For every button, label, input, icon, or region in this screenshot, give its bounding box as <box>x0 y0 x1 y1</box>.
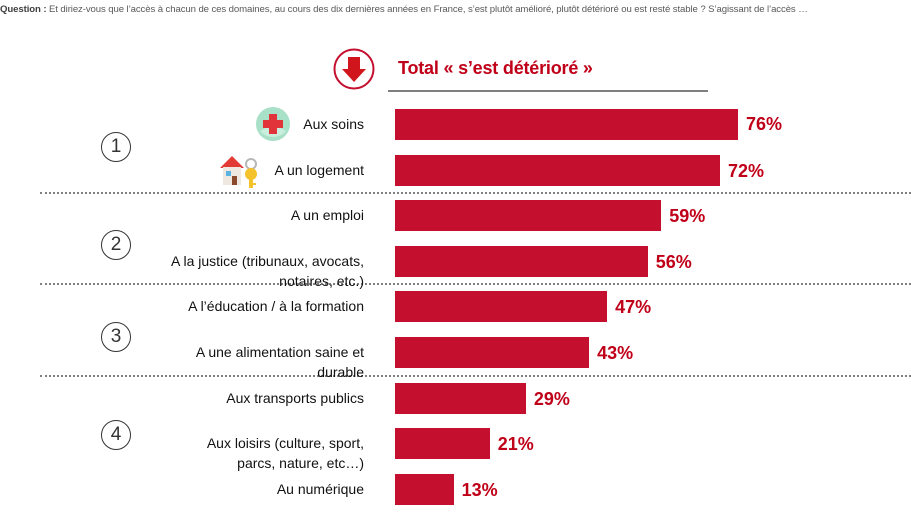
category-label: Au numérique <box>277 479 364 499</box>
group-divider <box>40 283 911 285</box>
question-prefix: Question : <box>0 4 47 15</box>
value-label: 21% <box>497 434 534 454</box>
value-label: 43% <box>597 343 634 363</box>
category-label: Aux transports publics <box>226 388 364 408</box>
bar <box>395 427 490 459</box>
value-label: 29% <box>533 389 570 409</box>
value-label: 59% <box>669 206 706 226</box>
down-arrow-circle-icon <box>333 48 375 90</box>
category-label-line: A un logement <box>274 162 364 178</box>
group-number-1: 1 <box>101 132 131 162</box>
value-label: 47% <box>615 297 652 317</box>
category-label-line: Aux loisirs (culture, sport, <box>206 435 364 451</box>
bar <box>395 245 648 277</box>
category-label: A une alimentation saine et durable <box>196 342 364 382</box>
bar <box>395 336 590 368</box>
category-label-line: notaires, etc.) <box>279 273 364 289</box>
category-label: Aux soins <box>303 114 364 134</box>
category-label-line: Aux soins <box>303 116 364 132</box>
bar <box>395 382 526 414</box>
group-divider <box>40 375 911 377</box>
category-label: A la justice (tribunaux, avocats, notaire… <box>171 251 364 291</box>
value-label: 76% <box>746 114 783 134</box>
category-label-line: parcs, nature, etc…) <box>237 455 364 471</box>
category-label-line: A une alimentation saine et <box>195 344 364 360</box>
group-divider <box>40 192 911 194</box>
bar <box>395 199 662 231</box>
category-label: A l’éducation / à la formation <box>188 296 364 316</box>
category-label-line: Au numérique <box>276 481 364 497</box>
group-number-2: 2 <box>101 230 131 260</box>
question-body: Et diriez-vous que l’accès à chacun de c… <box>46 4 808 15</box>
medical-cross-icon <box>256 107 290 141</box>
bar <box>395 108 738 140</box>
category-label-line: A l’éducation / à la formation <box>188 298 364 314</box>
value-label: 13% <box>461 480 498 500</box>
category-label-line: Aux transports publics <box>226 390 364 406</box>
group-number-4: 4 <box>101 420 131 450</box>
question-text: Question : Et diriez-vous que l’accès à … <box>0 4 911 15</box>
category-label-line: A la justice (tribunaux, avocats, <box>171 253 364 269</box>
bar <box>395 473 454 505</box>
house-key-icon <box>220 156 257 188</box>
category-label: A un logement <box>274 160 364 180</box>
value-label: 56% <box>655 252 692 272</box>
chart-title: Total « s’est détérioré » <box>398 58 593 78</box>
bar <box>395 290 608 322</box>
title-underline <box>388 90 708 92</box>
group-number-3: 3 <box>101 322 131 352</box>
category-label-line: A un emploi <box>290 207 364 223</box>
bar <box>395 154 720 186</box>
category-label-line: durable <box>317 364 364 380</box>
category-label: A un emploi <box>291 205 364 225</box>
category-label: Aux loisirs (culture, sport, parcs, natur… <box>207 433 364 473</box>
value-label: 72% <box>727 161 764 181</box>
